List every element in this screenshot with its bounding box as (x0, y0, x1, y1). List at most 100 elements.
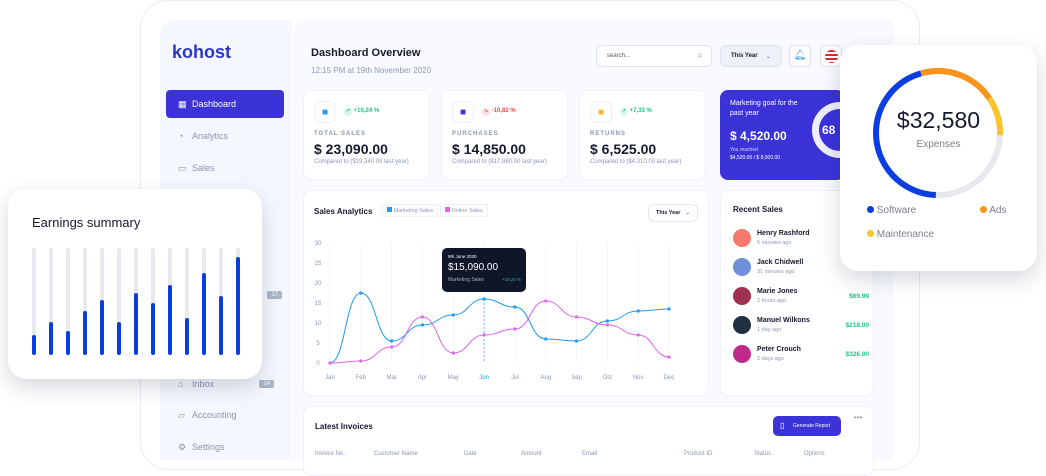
nav-label: Dashboard (192, 99, 237, 109)
chevron-down-icon: ⌄ (765, 54, 771, 60)
tooltip-value: $15,090.00 (448, 262, 499, 273)
more-options-icon[interactable]: ••• (854, 413, 863, 422)
x-tick-label: Jul (511, 375, 519, 381)
customer-name: Manuel Wilkons (757, 317, 810, 324)
recent-sale-item[interactable]: Manuel Wilkons 1 day ago $218.00 (733, 316, 869, 340)
earnings-title: Earnings summary (32, 215, 141, 230)
data-point (513, 327, 517, 331)
period-select[interactable]: This Year ⌄ (720, 45, 782, 67)
y-tick-label: 30 (315, 241, 322, 247)
x-tick-label: Aug (540, 375, 551, 381)
recent-sale-item[interactable]: Marie Jones 2 hours ago $69.99 (733, 287, 869, 311)
data-point (544, 299, 548, 303)
data-point (451, 313, 455, 317)
inbox-icon: ⌂ (178, 379, 184, 389)
sidebar-item-accounting[interactable]: ▱ Accounting (166, 401, 284, 429)
sidebar-item-settings[interactable]: ⚙ Settings (166, 433, 284, 461)
bell-icon[interactable]: 🔔︎ (789, 45, 811, 67)
y-tick-label: 15 (315, 301, 322, 307)
kpi-compare: Compared to ($17,980.00 last year) (452, 159, 547, 165)
x-tick-label: Sep (571, 375, 582, 381)
column-header[interactable]: Options (804, 451, 825, 457)
column-header[interactable]: Date (464, 451, 477, 457)
sidebar-item-inbox[interactable]: ⌂ Inbox 14 (166, 370, 284, 398)
column-header[interactable]: Product ID (684, 451, 713, 457)
invoices-card: Latest Invoices ▯ Generate Report ••• Inv… (303, 406, 874, 476)
customer-name: Henry Rashford (757, 230, 810, 237)
logo: kohost (172, 42, 232, 62)
column-header[interactable]: Invoice No. (315, 451, 346, 457)
data-point (667, 355, 671, 359)
search-box[interactable]: search... ⌕ (596, 45, 712, 67)
earnings-bar (219, 296, 223, 355)
goal-reached: $4,520.00 / $ 8,000.00 (730, 155, 781, 161)
earnings-bar-track (151, 248, 155, 355)
data-point (390, 339, 394, 343)
data-point (482, 333, 486, 337)
legend-maintenance: Maintenance (867, 229, 934, 240)
wallet-icon: ▭ (178, 162, 187, 173)
donut-segment (873, 67, 1003, 198)
search-input[interactable]: search... (607, 53, 631, 59)
data-point (544, 337, 548, 341)
recent-sale-item[interactable]: Peter Crouch 2 days ago $326.00 (733, 345, 869, 369)
tooltip-series: Marketing Sales (448, 277, 484, 283)
column-header[interactable]: Status (754, 451, 772, 457)
kpi-label: PURCHASES (452, 131, 499, 137)
kpi-card: ■ ↗ +7,33 % RETURNS $ 6,525.00 Compared … (579, 90, 706, 180)
column-header[interactable]: Amount (521, 451, 542, 457)
column-header[interactable]: Customer Name (374, 451, 418, 457)
data-point (420, 323, 425, 327)
sale-amount: $218.00 (845, 322, 870, 329)
sidebar-item-dashboard[interactable]: ▦ Dashboard (166, 90, 284, 118)
data-point (359, 291, 363, 295)
button-label: Generate Report (793, 423, 831, 429)
kpi-value: $ 23,090.00 (314, 141, 388, 157)
kpi-change-value: -10,82 % (491, 108, 516, 114)
customer-name: Jack Chidwell (757, 259, 804, 266)
y-tick-label: 0 (316, 361, 320, 367)
kpi-label: RETURNS (590, 131, 627, 137)
goal-title: Marketing goal for the past year (730, 100, 798, 117)
inbox-badge: 14 (259, 380, 274, 388)
x-tick-label: Jan (325, 375, 335, 381)
kpi-value: $ 6,525.00 (590, 141, 657, 157)
recent-sales-title: Recent Sales (733, 205, 783, 214)
sidebar-item-analytics[interactable]: ◔ Analytics (166, 122, 284, 150)
language-button[interactable] (820, 45, 842, 67)
pie-icon: ◔ (178, 131, 184, 141)
recent-sale-item[interactable]: Henry Rashford 5 minutes ago (733, 229, 863, 253)
legend-swatch (387, 207, 392, 212)
sidebar-item-sales[interactable]: ▭ Sales (166, 154, 284, 182)
goal-reached-label: You reached (730, 147, 758, 153)
expenses-card: $32,580 Expenses Software Ads Maintenanc… (840, 45, 1037, 271)
kpi-change-value: +7,33 % (629, 108, 652, 114)
tooltip-change: +16,24 % (502, 277, 522, 282)
y-tick-label: 5 (316, 341, 320, 347)
earnings-bar (66, 331, 70, 355)
sale-amount: $69.99 (849, 293, 869, 300)
page-title: Dashboard Overview (311, 47, 421, 59)
earnings-bar (49, 321, 53, 355)
legend-ads: Ads (980, 205, 1006, 216)
data-point (328, 361, 332, 365)
ticket-icon: ■ (590, 101, 612, 123)
chart-tooltip: 9th June 2020 $15,090.00 Marketing Sales… (442, 248, 526, 292)
x-tick-label: Dec (664, 375, 675, 381)
chart-period-select[interactable]: This Year ⌄ (648, 204, 698, 222)
customer-name: Peter Crouch (757, 346, 801, 353)
earnings-bar-track (117, 248, 121, 355)
legend-label: Ads (989, 205, 1007, 216)
earnings-bar (151, 302, 155, 355)
legend-online: Online Sales (440, 204, 488, 217)
x-tick-label: Feb (356, 375, 367, 381)
earnings-bar (185, 317, 189, 355)
chart-title: Sales Analytics (314, 207, 373, 216)
cart-icon: ■ (314, 101, 336, 123)
column-header[interactable]: Email (582, 451, 598, 457)
generate-report-button[interactable]: ▯ Generate Report (773, 416, 841, 436)
sale-time: 2 days ago (757, 356, 784, 362)
nav-label: Accounting (192, 410, 237, 420)
legend-dot (980, 206, 987, 213)
data-point (574, 339, 579, 343)
